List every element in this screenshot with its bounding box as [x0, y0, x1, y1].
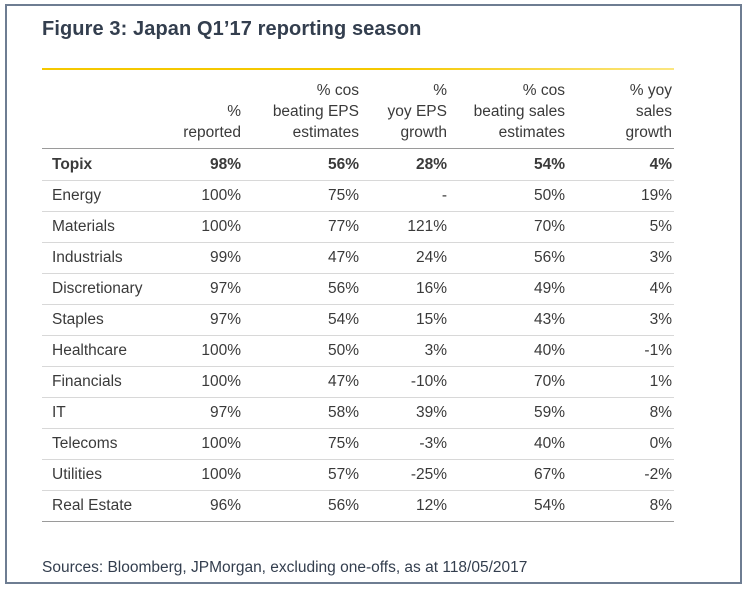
yoy-sales-growth: 4%	[567, 148, 674, 181]
pct-beating-eps: 75%	[243, 180, 361, 212]
yoy-sales-growth: 8%	[567, 397, 674, 429]
yoy-sales-growth: 3%	[567, 304, 674, 336]
pct-beating-sales: 67%	[449, 459, 567, 491]
yoy-eps-growth: -	[361, 180, 449, 212]
header-pct-reported: % reported	[164, 76, 243, 149]
pct-reported: 100%	[164, 335, 243, 367]
table-row: Industrials 99% 47% 24% 56% 3%	[42, 242, 674, 274]
pct-beating-sales: 56%	[449, 242, 567, 274]
sector-name: Healthcare	[42, 335, 164, 367]
sector-name: Real Estate	[42, 490, 164, 522]
yoy-sales-growth: -1%	[567, 335, 674, 367]
pct-beating-sales: 70%	[449, 366, 567, 398]
pct-beating-eps: 56%	[243, 273, 361, 305]
pct-beating-sales: 50%	[449, 180, 567, 212]
yoy-eps-growth: 39%	[361, 397, 449, 429]
table-row: IT 97% 58% 39% 59% 8%	[42, 397, 674, 429]
table-row: Staples 97% 54% 15% 43% 3%	[42, 304, 674, 336]
pct-beating-eps: 57%	[243, 459, 361, 491]
sector-name: IT	[42, 397, 164, 429]
figure-title: Figure 3: Japan Q1’17 reporting season	[42, 18, 422, 40]
pct-beating-eps: 75%	[243, 428, 361, 460]
pct-beating-sales: 54%	[449, 148, 567, 181]
pct-beating-eps: 54%	[243, 304, 361, 336]
pct-beating-sales: 54%	[449, 490, 567, 522]
sector-name: Energy	[42, 180, 164, 212]
pct-reported: 96%	[164, 490, 243, 522]
yoy-sales-growth: 0%	[567, 428, 674, 460]
table-body: Topix 98% 56% 28% 54% 4% Energy 100% 75% -50% 19% M…	[42, 148, 674, 522]
yoy-sales-growth: 3%	[567, 242, 674, 274]
table-row: Telecoms 100% 75% -3% 40% 0%	[42, 428, 674, 460]
table-row: Materials 100% 77% 121% 70% 5%	[42, 211, 674, 243]
table-row: Discretionary 97% 56% 16% 49% 4%	[42, 273, 674, 305]
pct-beating-sales: 40%	[449, 428, 567, 460]
table-header-row: % reported% cos beating EPS estimates% yoy E…	[42, 76, 674, 149]
sector-name: Utilities	[42, 459, 164, 491]
pct-reported: 98%	[164, 148, 243, 181]
table-row-total: Topix 98% 56% 28% 54% 4%	[42, 148, 674, 181]
accent-rule	[42, 68, 674, 70]
yoy-sales-growth: 1%	[567, 366, 674, 398]
yoy-sales-growth: 5%	[567, 211, 674, 243]
pct-beating-sales: 40%	[449, 335, 567, 367]
pct-reported: 100%	[164, 366, 243, 398]
sector-name: Topix	[42, 148, 164, 181]
sector-name: Materials	[42, 211, 164, 243]
table-row: Financials 100% 47% -10% 70% 1%	[42, 366, 674, 398]
yoy-eps-growth: 12%	[361, 490, 449, 522]
pct-reported: 100%	[164, 459, 243, 491]
pct-beating-eps: 47%	[243, 242, 361, 274]
header-yoy-eps-growth: % yoy EPS growth	[361, 76, 449, 149]
yoy-eps-growth: -10%	[361, 366, 449, 398]
pct-beating-eps: 77%	[243, 211, 361, 243]
pct-beating-eps: 58%	[243, 397, 361, 429]
header-beat-sales: % cos beating sales estimates	[449, 76, 567, 149]
reporting-season-table: % reported% cos beating EPS estimates% yoy E…	[42, 76, 674, 522]
table-row: Real Estate 96% 56% 12% 54% 8%	[42, 490, 674, 522]
sector-name: Staples	[42, 304, 164, 336]
yoy-eps-growth: -3%	[361, 428, 449, 460]
pct-beating-eps: 56%	[243, 490, 361, 522]
pct-beating-eps: 47%	[243, 366, 361, 398]
pct-reported: 97%	[164, 273, 243, 305]
table-row: Utilities 100% 57% -25% 67% -2%	[42, 459, 674, 491]
pct-reported: 97%	[164, 304, 243, 336]
pct-beating-sales: 70%	[449, 211, 567, 243]
pct-beating-eps: 56%	[243, 148, 361, 181]
header-yoy-sales-growth: % yoy sales growth	[567, 76, 674, 149]
yoy-eps-growth: 121%	[361, 211, 449, 243]
pct-beating-sales: 43%	[449, 304, 567, 336]
sector-name: Industrials	[42, 242, 164, 274]
yoy-sales-growth: -2%	[567, 459, 674, 491]
yoy-sales-growth: 19%	[567, 180, 674, 212]
pct-beating-sales: 59%	[449, 397, 567, 429]
pct-reported: 100%	[164, 180, 243, 212]
table-row: Healthcare 100% 50% 3% 40% -1%	[42, 335, 674, 367]
sector-name: Financials	[42, 366, 164, 398]
yoy-eps-growth: 15%	[361, 304, 449, 336]
pct-beating-eps: 50%	[243, 335, 361, 367]
pct-reported: 97%	[164, 397, 243, 429]
yoy-eps-growth: 24%	[361, 242, 449, 274]
yoy-eps-growth: 3%	[361, 335, 449, 367]
sector-name: Telecoms	[42, 428, 164, 460]
yoy-eps-growth: 16%	[361, 273, 449, 305]
yoy-sales-growth: 4%	[567, 273, 674, 305]
header-beat-eps: % cos beating EPS estimates	[243, 76, 361, 149]
source-note: Sources: Bloomberg, JPMorgan, excluding …	[42, 559, 528, 576]
yoy-sales-growth: 8%	[567, 490, 674, 522]
figure-frame: Figure 3: Japan Q1’17 reporting season %…	[5, 4, 742, 584]
header-sector	[42, 76, 164, 149]
pct-beating-sales: 49%	[449, 273, 567, 305]
yoy-eps-growth: 28%	[361, 148, 449, 181]
yoy-eps-growth: -25%	[361, 459, 449, 491]
pct-reported: 99%	[164, 242, 243, 274]
pct-reported: 100%	[164, 428, 243, 460]
sector-name: Discretionary	[42, 273, 164, 305]
table-row: Energy 100% 75% -50% 19%	[42, 180, 674, 212]
pct-reported: 100%	[164, 211, 243, 243]
